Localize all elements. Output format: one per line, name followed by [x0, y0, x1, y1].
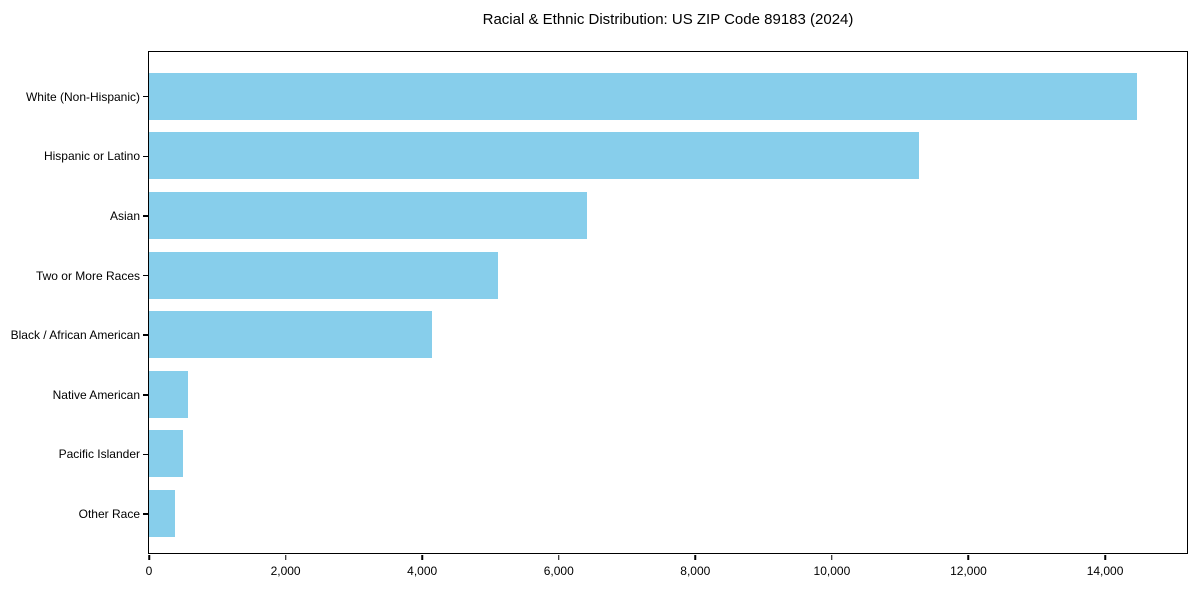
y-axis-label: Native American — [52, 387, 140, 402]
bar — [148, 251, 498, 299]
y-tick-mark — [142, 453, 148, 456]
x-tick-label: 14,000 — [1086, 563, 1124, 578]
x-tick-label: 6,000 — [543, 563, 574, 578]
y-tick-mark — [142, 394, 148, 396]
x-tick-mark — [967, 554, 970, 560]
bar — [148, 430, 183, 478]
y-tick-mark — [142, 95, 148, 98]
y-tick-mark — [142, 274, 148, 277]
y-axis-label: Hispanic or Latino — [43, 149, 140, 164]
y-axis-label: Other Race — [78, 507, 140, 522]
x-tick-mark — [557, 554, 560, 560]
chart-title: Racial & Ethnic Distribution: US ZIP Cod… — [482, 11, 854, 28]
x-tick-label: 2,000 — [270, 563, 301, 578]
x-axis: 0 2,000 4,000 6,000 8,000 10,000 12,000 14,000 — [145, 554, 1187, 595]
y-axis-label: Pacific Islander — [58, 447, 140, 462]
y-tick-mark — [142, 215, 148, 217]
x-tick-label: 10,000 — [813, 563, 851, 578]
bar — [148, 132, 920, 180]
x-tick-label: 0 — [145, 563, 153, 578]
y-axis-labels: White (Non-Hispanic) Hispanic or Latino As… — [0, 0, 141, 600]
y-axis-label: Two or More Races — [35, 268, 140, 283]
bar — [148, 72, 1137, 120]
x-tick-mark — [694, 554, 697, 560]
x-tick-mark — [284, 554, 287, 560]
x-tick-mark — [148, 554, 150, 560]
y-tick-mark — [142, 513, 148, 515]
x-tick-mark — [831, 554, 833, 560]
x-tick-mark — [1104, 554, 1106, 560]
bar — [148, 311, 433, 359]
bar — [148, 490, 176, 538]
x-tick-mark — [421, 554, 423, 560]
y-tick-mark — [142, 334, 148, 336]
plot-area — [147, 50, 1188, 554]
y-axis-label: Asian — [109, 208, 140, 223]
y-axis-label: Black / African American — [10, 328, 140, 343]
y-axis-label: White (Non-Hispanic) — [25, 89, 140, 104]
x-tick-label: 12,000 — [950, 563, 987, 578]
bar — [148, 370, 188, 418]
x-tick-label: 4,000 — [407, 563, 438, 578]
y-tick-mark — [142, 155, 148, 158]
x-tick-label: 8,000 — [680, 563, 711, 578]
bar — [148, 191, 588, 239]
